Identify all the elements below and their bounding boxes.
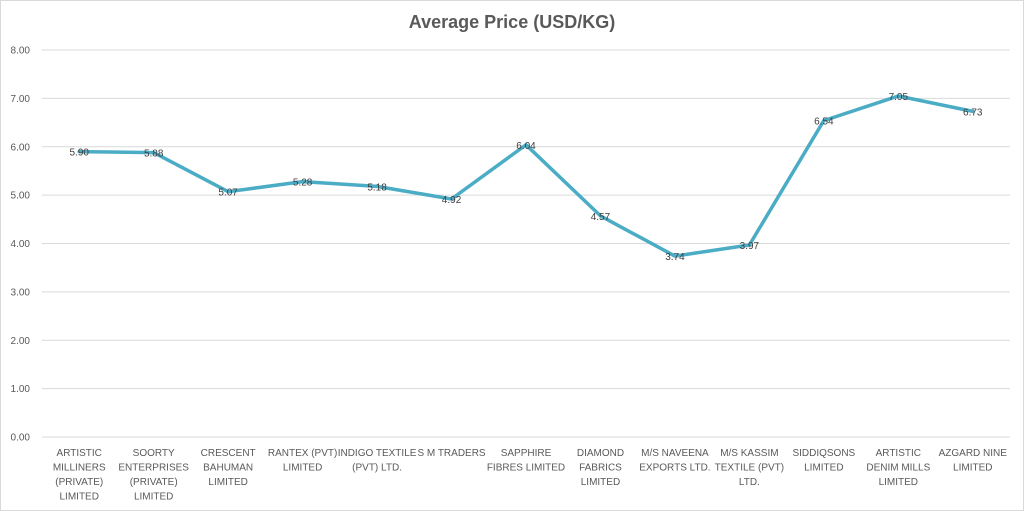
x-tick-label-line: S M TRADERS [417, 448, 485, 459]
x-tick-label-line: EXPORTS LTD. [639, 463, 710, 474]
y-tick-label: 1.00 [11, 384, 31, 395]
x-tick-label-line: MILLINERS [53, 463, 106, 474]
data-label: 3.97 [740, 241, 760, 252]
data-label: 4.92 [442, 195, 462, 206]
data-point [226, 190, 230, 194]
x-tick-label-line: (PRIVATE) [130, 477, 178, 488]
data-label: 6.04 [516, 141, 536, 152]
y-tick-label: 5.00 [11, 191, 31, 202]
series-line [77, 94, 975, 258]
x-tick-label-line: LIMITED [953, 463, 992, 474]
data-label: 5.28 [293, 178, 313, 189]
x-tick-label-line: FIBRES LIMITED [487, 463, 565, 474]
x-tick-label: CRESCENT BAHUMAN LIMITED [201, 448, 256, 488]
x-tick-label-line: FABRICS [579, 463, 622, 474]
data-label: 7.05 [889, 92, 909, 103]
data-point [598, 214, 602, 218]
data-point [673, 254, 677, 258]
chart-title: Average Price (USD/KG) [408, 12, 616, 32]
x-tick-label-line: SOORTY [133, 448, 175, 459]
x-tick-label-line: DENIM MILLS [866, 463, 930, 474]
data-point [450, 197, 454, 201]
x-tick-label-line: ENTERPRISES [118, 463, 189, 474]
data-label: 5.07 [218, 188, 238, 199]
data-label: 4.57 [591, 212, 611, 223]
x-tick-label-line: SAPPHIRE [501, 448, 552, 459]
x-tick-label-line: CRESCENT [201, 448, 256, 459]
y-tick-label: 4.00 [11, 239, 31, 250]
x-tick-label-line: (PRIVATE) [55, 477, 103, 488]
x-tick-label-line: LTD. [739, 477, 760, 488]
x-tick-label-line: LIMITED [134, 492, 173, 503]
x-tick-label-line: TEXTILE (PVT) [715, 463, 784, 474]
data-point [971, 109, 975, 113]
x-tick-label: AZGARD NINE LIMITED [939, 448, 1008, 474]
x-tick-label-line: LIMITED [879, 477, 918, 488]
x-tick-label: SIDDIQSONS LIMITED [792, 448, 855, 474]
y-tick-label: 6.00 [11, 142, 31, 153]
data-label: 5.90 [69, 148, 89, 159]
x-tick-label: INDIGO TEXTILE (PVT) LTD. [338, 448, 417, 474]
data-point [524, 143, 528, 147]
x-tick-label: RANTEX (PVT) LIMITED [268, 448, 337, 474]
x-tick-label-line: LIMITED [208, 477, 247, 488]
data-point [152, 151, 156, 155]
y-tick-label: 0.00 [11, 433, 31, 444]
x-tick-label-line: M/S KASSIM [720, 448, 778, 459]
data-point [375, 184, 379, 188]
x-tick-label-line: BAHUMAN [203, 463, 253, 474]
x-tick-label-line: SIDDIQSONS [792, 448, 855, 459]
x-tick-label-line: AZGARD NINE [939, 448, 1008, 459]
data-point [896, 94, 900, 98]
x-tick-label-line: LIMITED [283, 463, 322, 474]
y-tick-label: 7.00 [11, 94, 31, 105]
data-point [77, 150, 81, 154]
data-label: 6.54 [814, 117, 834, 128]
data-label: 5.18 [367, 182, 387, 193]
x-tick-label-line: LIMITED [60, 492, 99, 503]
data-label: 3.74 [665, 252, 685, 263]
x-tick-label-line: ARTISTIC [876, 448, 921, 459]
x-tick-label-line: RANTEX (PVT) [268, 448, 337, 459]
x-tick-label-line: (PVT) LTD. [352, 463, 402, 474]
data-label: 5.88 [144, 149, 164, 160]
data-point [747, 243, 751, 247]
x-tick-label-line: LIMITED [804, 463, 843, 474]
x-tick-label-line: LIMITED [581, 477, 620, 488]
x-tick-label: S M TRADERS [417, 448, 485, 459]
x-tick-label: M/S KASSIM TEXTILE (PVT) LTD. [715, 448, 784, 488]
x-tick-label: ARTISTIC DENIM MILLS LIMITED [866, 448, 930, 488]
y-tick-label: 8.00 [11, 46, 31, 57]
x-tick-label: SAPPHIRE FIBRES LIMITED [487, 448, 565, 474]
y-tick-label: 2.00 [11, 336, 31, 347]
x-tick-label-line: M/S NAVEENA [641, 448, 709, 459]
data-label: 6.73 [963, 107, 983, 118]
x-tick-label: SOORTY ENTERPRISES (PRIVATE) LIMITED [118, 448, 189, 503]
x-tick-label-line: ARTISTIC [57, 448, 102, 459]
data-point [301, 180, 305, 184]
x-tick-label: ARTISTIC MILLINERS (PRIVATE) LIMITED [53, 448, 106, 503]
x-tick-label: M/S NAVEENA EXPORTS LTD. [639, 448, 710, 474]
x-tick-label-line: DIAMOND [577, 448, 624, 459]
data-point [822, 119, 826, 123]
x-tick-label: DIAMOND FABRICS LIMITED [577, 448, 624, 488]
x-tick-label-line: INDIGO TEXTILE [338, 448, 417, 459]
y-tick-label: 3.00 [11, 287, 31, 298]
